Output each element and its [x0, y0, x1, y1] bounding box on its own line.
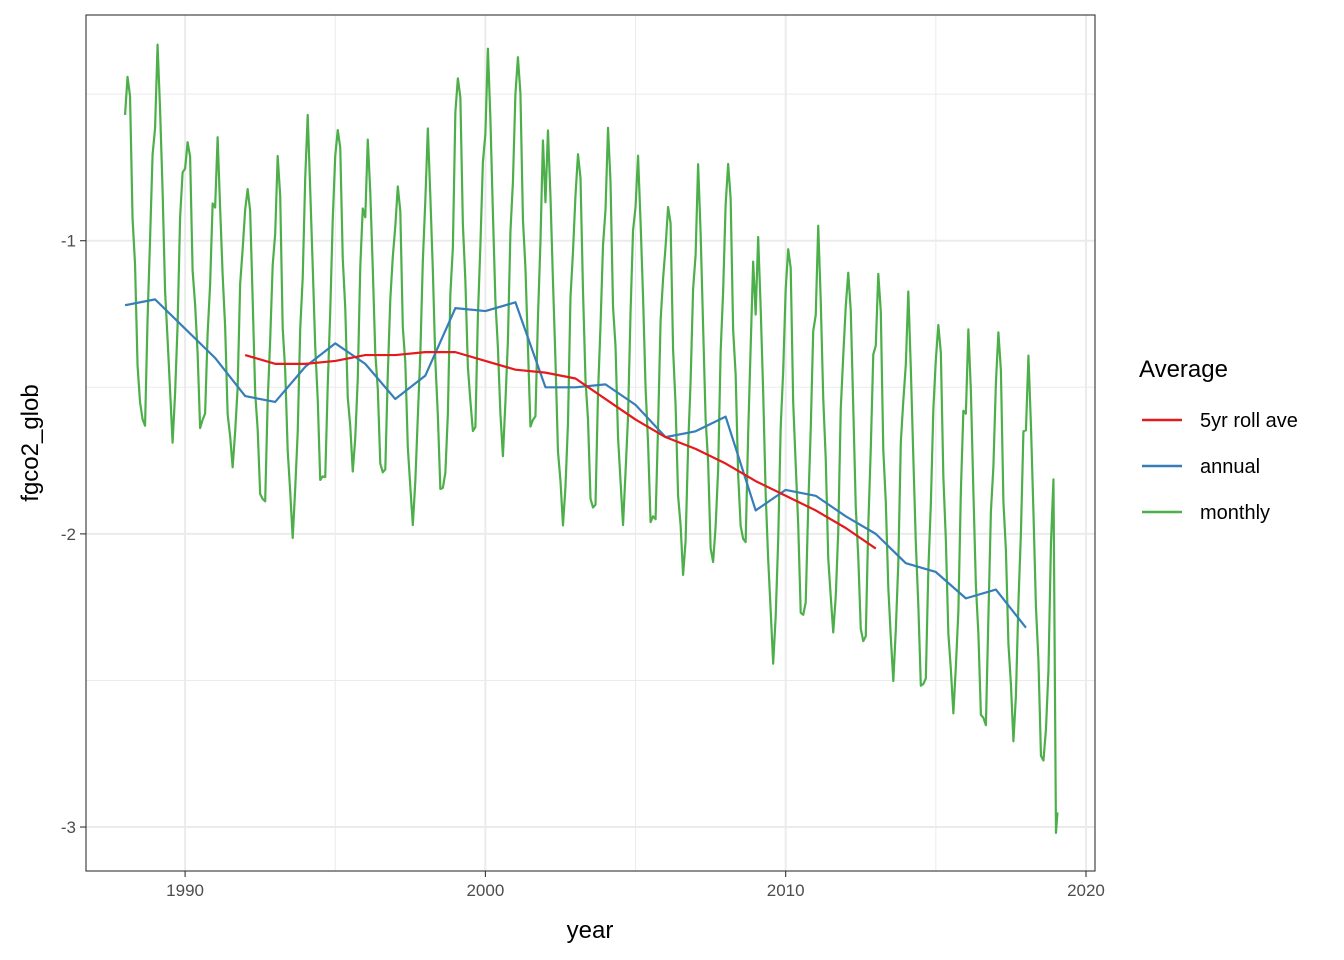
major-gridlines — [86, 15, 1095, 871]
plot-panel — [85, 14, 1096, 872]
series-layer — [123, 43, 1059, 834]
x-tick-label: 2000 — [466, 881, 504, 900]
x-tick-label: 1990 — [166, 881, 204, 900]
legend-label-0: 5yr roll ave — [1200, 410, 1298, 432]
y-axis: -1 -2 -3 — [61, 232, 86, 837]
legend-label-2: monthly — [1200, 502, 1270, 524]
monthly-series-line — [123, 43, 1059, 834]
x-axis-title: year — [567, 917, 614, 944]
panel-background — [86, 15, 1095, 871]
legend-title: Average — [1139, 356, 1228, 383]
y-tick-label: -2 — [61, 525, 76, 544]
x-tick-label: 2020 — [1067, 881, 1105, 900]
y-tick-label: -3 — [61, 818, 76, 837]
y-tick-label: -1 — [61, 232, 76, 251]
legend: Average 5yr roll ave annual monthly — [1139, 356, 1298, 524]
x-tick-label: 2010 — [767, 881, 805, 900]
x-axis: 1990 2000 2010 2020 — [166, 871, 1105, 900]
annual-series-line — [124, 298, 1027, 629]
legend-label-1: annual — [1200, 456, 1260, 478]
legend-items: 5yr roll ave annual monthly — [1142, 410, 1298, 524]
roll-ave-series-line — [244, 351, 877, 550]
y-axis-title: fgco2_glob — [17, 384, 44, 501]
panel-border — [85, 14, 1096, 872]
